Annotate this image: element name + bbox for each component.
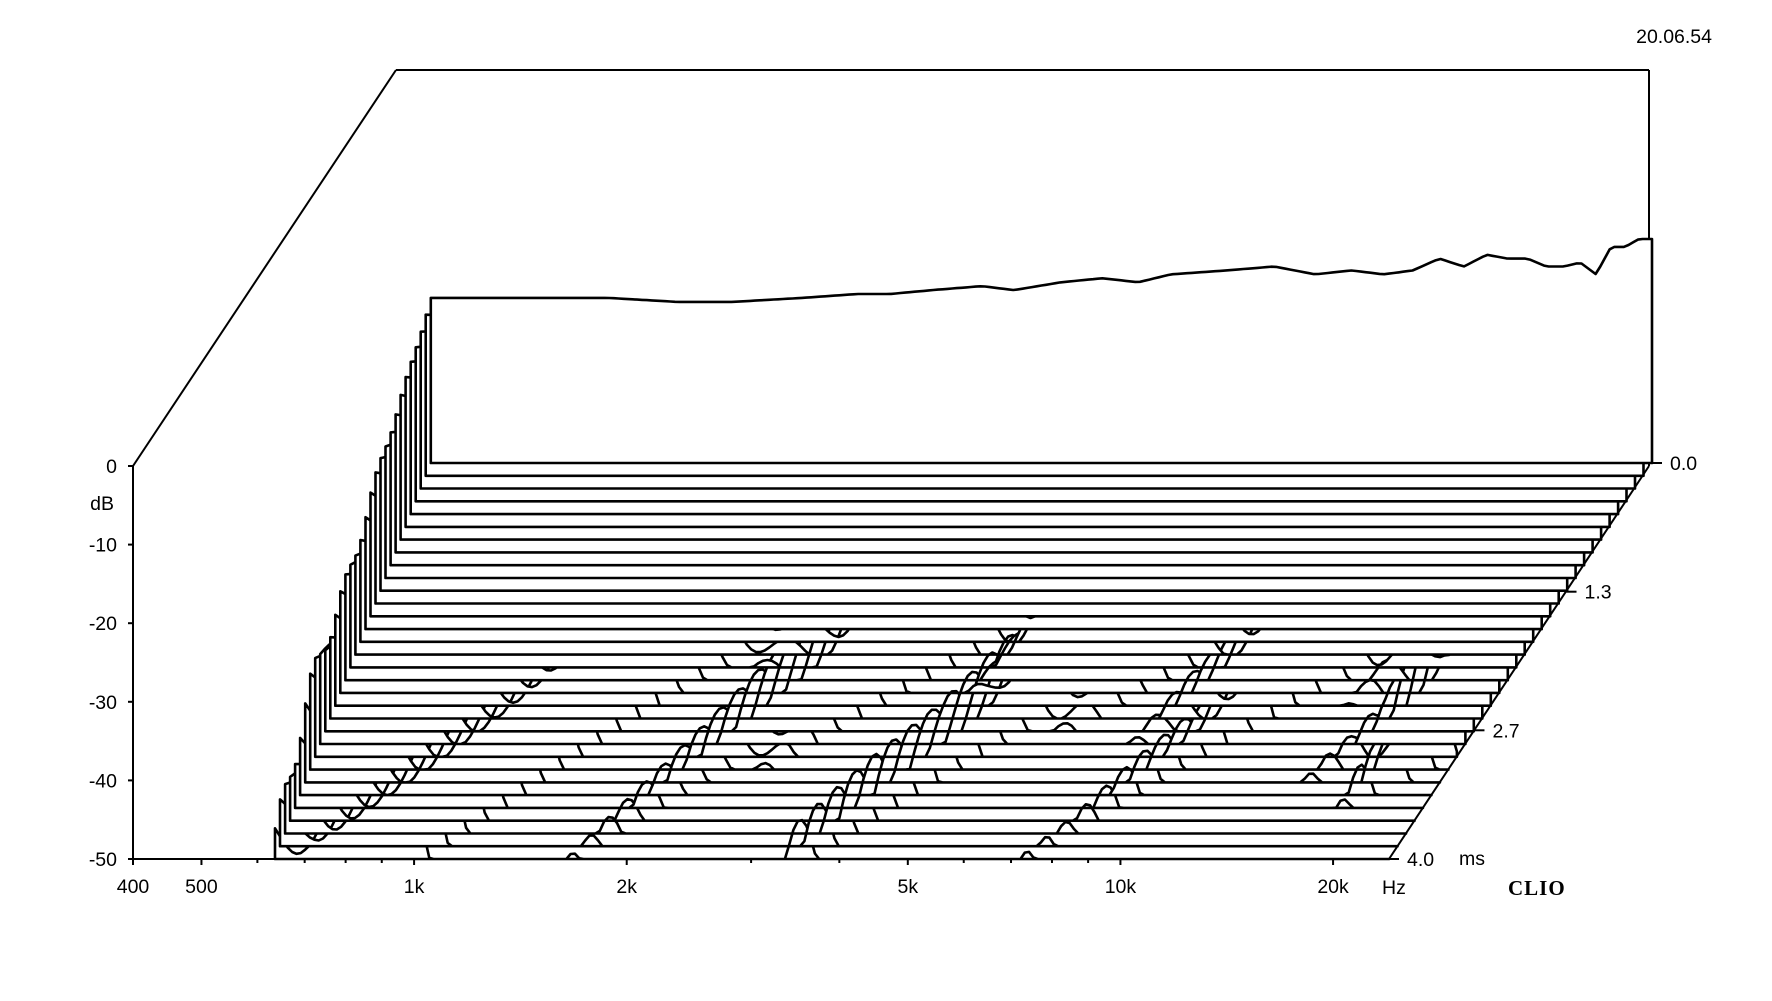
x-tick-label: 1k [404,876,425,898]
timestamp-label: 20.06.54 [1636,26,1712,48]
x-tick-label: 10k [1105,876,1137,898]
z-tick-label: 0.0 [1670,453,1697,475]
x-tick-label: 2k [616,876,637,898]
waterfall-slice [278,776,1399,848]
x-tick-label: 400 [117,876,150,898]
waterfall-slice [429,237,1654,465]
axis-ticks: 400 500 1k 2k 5k 10k 20k 0 -10 -20 -30 -40 -50 0.0 1.3… [89,453,1697,898]
y-tick-label: -10 [89,535,117,557]
right-diagonal-edge [1388,465,1650,860]
y-tick-label: -40 [89,770,117,792]
y-tick-label: -30 [89,692,117,714]
z-tick-label: 1.3 [1585,582,1612,604]
clio-brand-label: CLIO [1508,876,1566,900]
x-tick-label: 500 [185,876,218,898]
y-tick-label: -20 [89,613,117,635]
x-unit-label: Hz [1382,877,1406,899]
z-tick-label: 2.7 [1492,720,1519,742]
z-tick-label: 4.0 [1407,849,1434,871]
y-tick-label: 0 [106,456,117,478]
y-tick-label: -50 [89,849,117,871]
left-diagonal-edge [132,69,397,467]
z-unit-label: ms [1459,848,1485,870]
plot-frame [132,69,1650,860]
waterfall-slices [273,237,1654,861]
x-tick-label: 5k [897,876,918,898]
x-tick-label: 20k [1317,876,1349,898]
y-unit-label: dB [90,493,114,515]
